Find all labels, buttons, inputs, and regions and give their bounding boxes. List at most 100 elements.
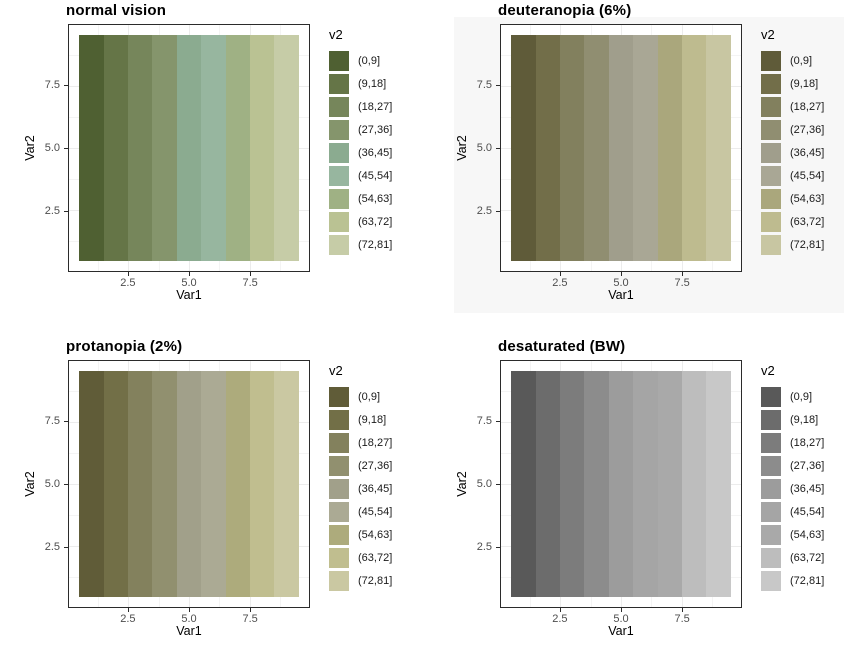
x-tick-mark — [621, 608, 622, 612]
heatmap-column — [706, 371, 731, 597]
heatmap-column — [681, 35, 707, 261]
y-tick-mark — [64, 210, 68, 212]
legend-key-label: (72,81] — [358, 239, 393, 251]
plot-panel — [68, 360, 310, 608]
legend-key-label: (36,45] — [358, 147, 393, 159]
heatmap-column — [657, 371, 682, 597]
legend-key-swatch — [329, 51, 349, 71]
legend-keys: (0,9] (9,18] (18,27] (27,36] (36,45] (45,54] (… — [329, 51, 392, 255]
x-tick-mark — [559, 272, 561, 276]
legend-key-swatch — [761, 143, 781, 163]
x-tick-label: 2.5 — [120, 613, 136, 625]
heatmap-column — [274, 371, 299, 597]
heatmap-column — [608, 35, 634, 261]
heatmap-column — [633, 371, 658, 597]
legend-key-label: (72,81] — [790, 239, 825, 251]
legend-key-swatch — [761, 51, 781, 71]
legend-key-row: (54,63] — [329, 189, 392, 209]
heatmap-column — [103, 35, 129, 261]
legend-key-swatch — [329, 97, 349, 117]
heatmap-column — [79, 35, 104, 261]
heatmap-column — [608, 371, 634, 597]
legend-key-row: (27,36] — [761, 456, 824, 476]
legend-key-row: (18,27] — [761, 97, 824, 117]
x-tick-mark — [250, 608, 252, 612]
legend-key-label: (63,72] — [358, 552, 393, 564]
x-axis-title: Var1 — [176, 624, 202, 638]
x-tick-label: 7.5 — [242, 613, 258, 625]
heatmap-column — [535, 35, 561, 261]
legend-key-swatch — [761, 74, 781, 94]
x-tick-label: 7.5 — [674, 613, 690, 625]
legend-key-row: (0,9] — [329, 387, 392, 407]
panel-title: protanopia (2%) — [66, 338, 183, 355]
y-tick-mark — [64, 421, 68, 423]
x-tick-mark — [127, 608, 129, 612]
legend-key-row: (0,9] — [329, 51, 392, 71]
y-tick-mark — [496, 210, 500, 212]
heatmap-column — [511, 35, 536, 261]
legend-key-row: (18,27] — [329, 97, 392, 117]
legend-key-label: (45,54] — [358, 506, 393, 518]
legend-key-row: (54,63] — [329, 525, 392, 545]
legend-key-swatch — [329, 120, 349, 140]
legend-key-label: (54,63] — [790, 193, 825, 205]
heatmap-column — [225, 35, 250, 261]
y-axis-title: Var2 — [455, 135, 469, 161]
panel-deuteranopia-6: deuteranopia (6%) 2.5 5.0 7.5 7.5 5.0 2.5 Var… — [432, 0, 864, 336]
heatmap-column — [152, 371, 177, 597]
y-tick-label: 7.5 — [476, 415, 492, 428]
heatmap-column — [225, 371, 250, 597]
legend-key-label: (54,63] — [358, 193, 393, 205]
plot-panel — [500, 24, 742, 272]
legend-key-label: (45,54] — [790, 506, 825, 518]
x-tick-mark — [250, 272, 252, 276]
y-tick-label: 2.5 — [44, 204, 60, 217]
heatmap-column — [249, 371, 275, 597]
legend-key-label: (0,9] — [790, 55, 813, 67]
x-tick-label: 5.0 — [181, 613, 197, 625]
legend-key-swatch — [761, 166, 781, 186]
legend-title: v2 — [761, 27, 775, 42]
legend-key-label: (63,72] — [790, 216, 825, 228]
legend-key-swatch — [329, 548, 349, 568]
heatmap-tiles — [79, 35, 299, 261]
plot-panel — [500, 360, 742, 608]
legend-key-row: (72,81] — [329, 571, 392, 591]
legend-key-label: (54,63] — [790, 529, 825, 541]
legend-key-row: (27,36] — [761, 120, 824, 140]
x-tick-mark — [127, 272, 129, 276]
legend-key-row: (63,72] — [761, 548, 824, 568]
legend-key-label: (27,36] — [358, 460, 393, 472]
heatmap-column — [201, 35, 226, 261]
heatmap-tiles — [511, 371, 731, 597]
y-tick-label: 2.5 — [476, 204, 492, 217]
legend-key-swatch — [761, 433, 781, 453]
legend-key-swatch — [329, 212, 349, 232]
legend-key-swatch — [329, 433, 349, 453]
legend-key-label: (27,36] — [790, 460, 825, 472]
legend-key-row: (63,72] — [329, 548, 392, 568]
legend-key-swatch — [761, 97, 781, 117]
legend-key-label: (9,18] — [790, 414, 819, 426]
heatmap-column — [657, 35, 682, 261]
legend-keys: (0,9] (9,18] (18,27] (27,36] (36,45] (45,54] (… — [761, 51, 824, 255]
legend-key-label: (63,72] — [358, 216, 393, 228]
plot-panel — [68, 24, 310, 272]
legend-key-row: (36,45] — [329, 479, 392, 499]
panel-protanopia-2: protanopia (2%) 2.5 5.0 7.5 7.5 5.0 2.5 Var1 … — [0, 336, 432, 672]
heatmap-column — [249, 35, 275, 261]
heatmap-column — [560, 371, 585, 597]
heatmap-column — [681, 371, 707, 597]
legend-key-row: (36,45] — [761, 143, 824, 163]
legend-key-row: (0,9] — [761, 387, 824, 407]
y-tick-label: 7.5 — [476, 79, 492, 92]
legend-key-swatch — [329, 479, 349, 499]
x-tick-mark — [559, 608, 561, 612]
panel-title: desaturated (BW) — [498, 338, 626, 355]
legend-keys: (0,9] (9,18] (18,27] (27,36] (36,45] (45,54] (… — [329, 387, 392, 591]
legend-key-swatch — [329, 74, 349, 94]
legend-key-swatch — [761, 410, 781, 430]
